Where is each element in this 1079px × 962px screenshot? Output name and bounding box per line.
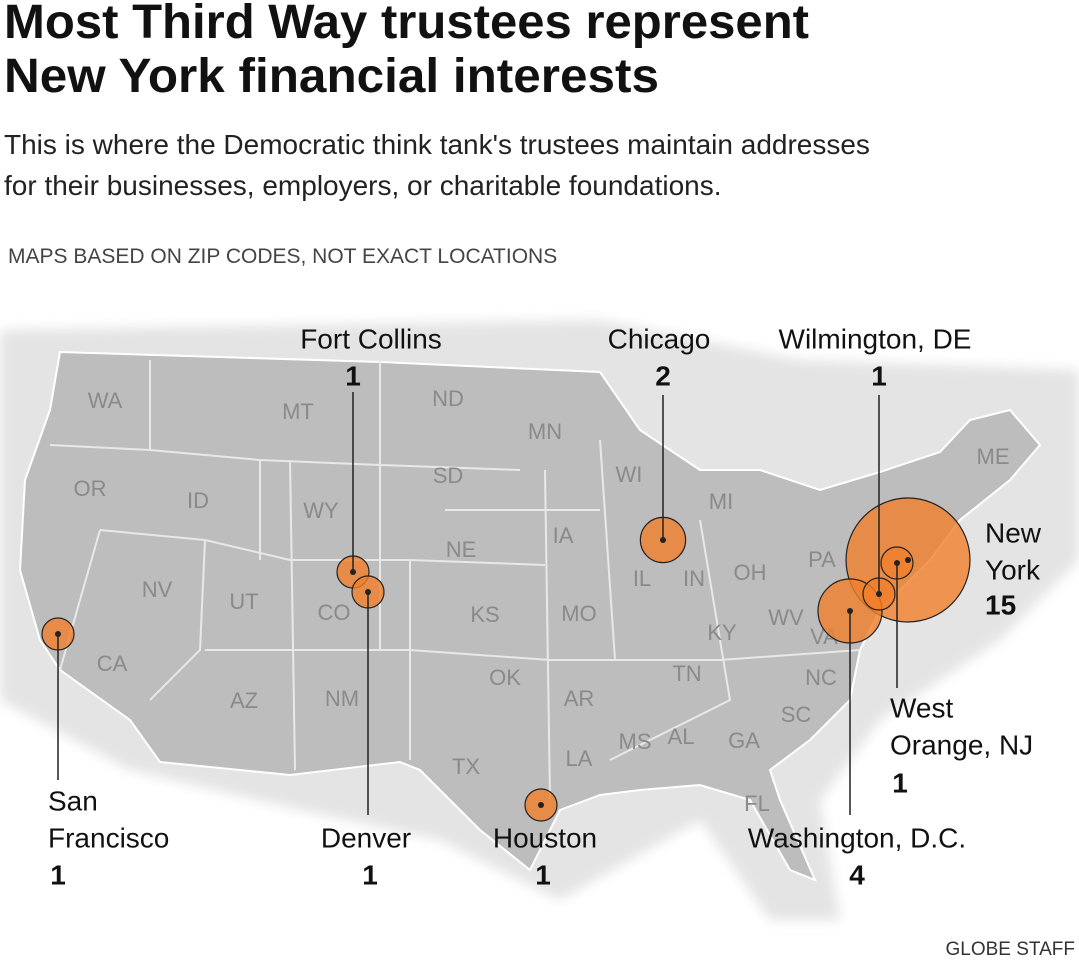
city-dot: [538, 802, 544, 808]
cities: San Francisco 1 Fort Collins 1 Denver 1 Chicago…: [41, 323, 1042, 890]
city-dot: [894, 560, 900, 566]
city-count: 4: [849, 859, 865, 890]
map: [0, 320, 1079, 920]
state-label: NC: [805, 665, 837, 690]
city-label: West: [890, 692, 953, 723]
city-label: Washington, D.C.: [748, 822, 966, 853]
state-label: MS: [619, 729, 652, 754]
state-label: KS: [470, 602, 499, 627]
city-label: Fort Collins: [300, 323, 442, 354]
state-label: KY: [707, 620, 737, 645]
state-label: TX: [452, 754, 480, 779]
city-dot: [847, 608, 853, 614]
state-label: NV: [142, 577, 173, 602]
title-line: New York financial interests: [4, 50, 659, 103]
state-label: WY: [303, 498, 339, 523]
state-label: AL: [668, 724, 695, 749]
city-dot: [350, 569, 356, 575]
note: MAPS BASED ON ZIP CODES, NOT EXACT LOCAT…: [8, 245, 557, 268]
state-label: ID: [187, 488, 209, 513]
city-count: 15: [985, 589, 1016, 620]
state-label: SD: [433, 463, 464, 488]
city-dot: [365, 589, 371, 595]
state-label: WA: [88, 388, 123, 413]
state-label: CO: [318, 600, 351, 625]
state-label: ND: [432, 386, 464, 411]
city-label: Wilmington, DE: [779, 323, 972, 354]
state-label: PA: [808, 547, 836, 572]
city-count: 1: [871, 360, 887, 391]
city-label: San: [48, 785, 98, 816]
state-label: MN: [528, 419, 562, 444]
state-label: ME: [977, 444, 1010, 469]
city-count: 1: [535, 859, 551, 890]
state-label: AZ: [230, 688, 258, 713]
state-label: TN: [672, 661, 701, 686]
city-label: Chicago: [608, 323, 711, 354]
city-count: 1: [50, 859, 66, 890]
subtitle-line: This is where the Democratic think tank'…: [4, 129, 870, 160]
state-label: CA: [97, 651, 128, 676]
city-label: New: [985, 517, 1042, 548]
city-label: Houston: [493, 822, 597, 853]
state-label: WI: [616, 462, 643, 487]
title-line: Most Third Way trustees represent: [4, 0, 809, 49]
city-dot: [905, 557, 911, 563]
state-label: NM: [325, 686, 359, 711]
city-dot: [876, 591, 882, 597]
state-label: WV: [768, 605, 804, 630]
city-count: 1: [892, 767, 908, 798]
city-count: 2: [655, 360, 671, 391]
state-label: IA: [553, 523, 574, 548]
state-label: IN: [683, 566, 705, 591]
city-label: Denver: [321, 822, 411, 853]
state-label: UT: [229, 589, 258, 614]
state-label: FL: [744, 791, 770, 816]
state-labels: WA OR CA ID NV MT WY UT AZ CO NM ND SD NE KS OK TX MN IA MO…: [74, 386, 1010, 816]
state-label: IL: [633, 566, 651, 591]
state-label: LA: [566, 746, 593, 771]
state-label: OH: [734, 560, 767, 585]
state-label: SC: [781, 702, 812, 727]
city-label: York: [985, 554, 1041, 585]
state-label: NE: [446, 537, 477, 562]
city-dot: [55, 631, 61, 637]
state-label: OR: [74, 476, 107, 501]
credit: GLOBE STAFF: [945, 939, 1075, 960]
subtitle-line: for their businesses, employers, or char…: [4, 170, 722, 201]
state-borders: [49, 360, 861, 801]
us-outline: [18, 350, 1042, 882]
state-label: OK: [489, 665, 521, 690]
city-dot: [660, 537, 666, 543]
city-label: Francisco: [48, 822, 169, 853]
state-label: GA: [728, 728, 760, 753]
state-label: AR: [564, 686, 595, 711]
state-label: MI: [709, 489, 733, 514]
city-label: Orange, NJ: [890, 729, 1033, 760]
state-label: MT: [282, 399, 314, 424]
state-label: MO: [561, 601, 596, 626]
city-count: 1: [362, 859, 378, 890]
city-count: 1: [345, 360, 361, 391]
